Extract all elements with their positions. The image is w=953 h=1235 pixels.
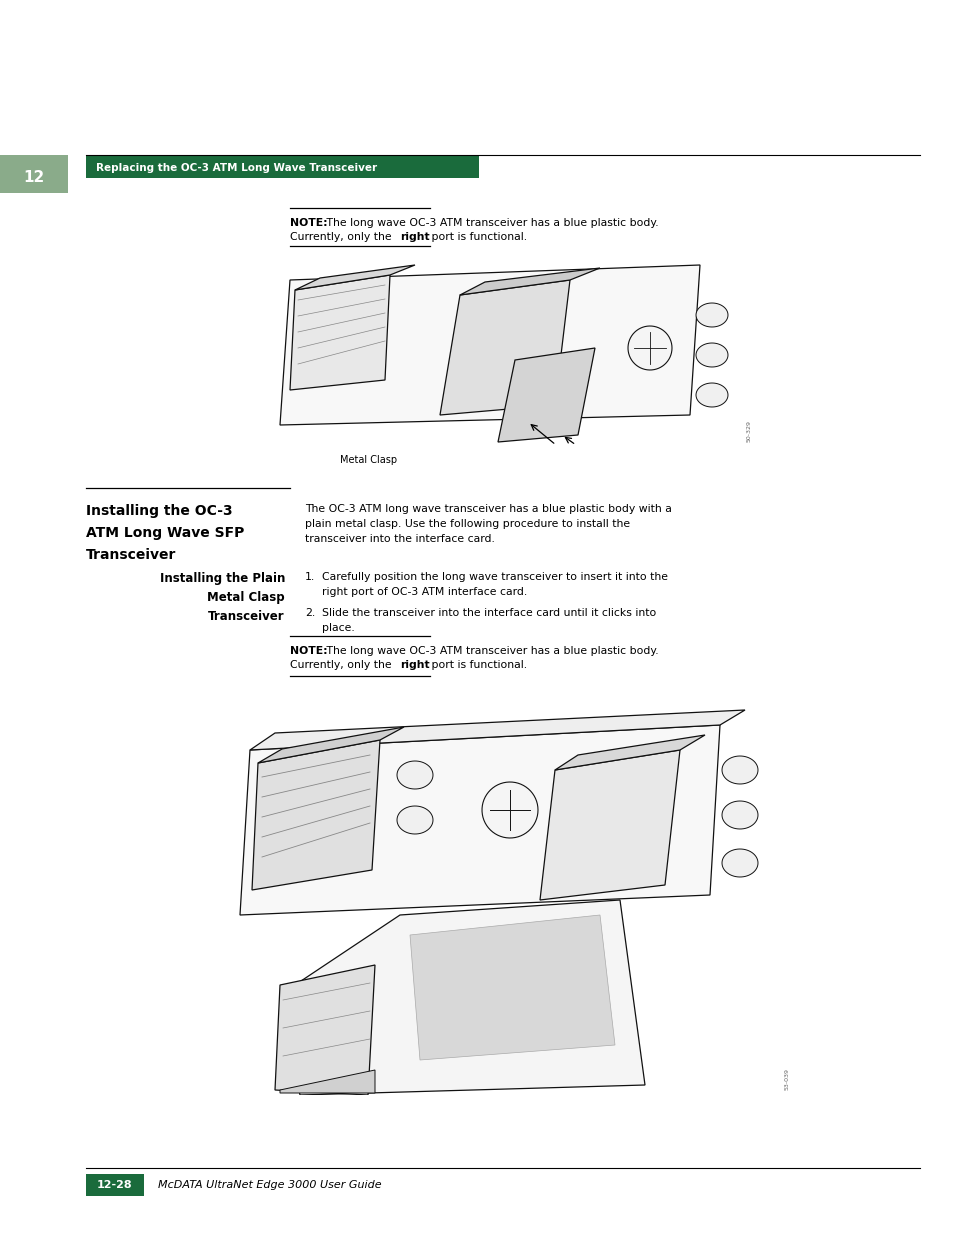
Text: place.: place. — [322, 622, 355, 634]
Text: NOTE:: NOTE: — [290, 219, 327, 228]
Text: The long wave OC-3 ATM transceiver has a blue plastic body.: The long wave OC-3 ATM transceiver has a… — [323, 646, 658, 656]
Text: right: right — [399, 232, 429, 242]
Polygon shape — [696, 383, 727, 408]
Polygon shape — [539, 750, 679, 900]
Text: right port of OC-3 ATM interface card.: right port of OC-3 ATM interface card. — [322, 587, 527, 597]
Polygon shape — [481, 782, 537, 839]
Polygon shape — [250, 710, 744, 750]
Text: Carefully position the long wave transceiver to insert it into the: Carefully position the long wave transce… — [322, 572, 667, 582]
FancyBboxPatch shape — [0, 156, 68, 193]
Polygon shape — [240, 725, 720, 915]
Text: 12-28: 12-28 — [97, 1179, 132, 1191]
Text: Metal Clasp: Metal Clasp — [339, 454, 396, 466]
Polygon shape — [257, 727, 403, 763]
Text: port is functional.: port is functional. — [428, 659, 527, 671]
Polygon shape — [280, 266, 700, 425]
Polygon shape — [252, 740, 379, 890]
Text: Slide the transceiver into the interface card until it clicks into: Slide the transceiver into the interface… — [322, 608, 656, 618]
Polygon shape — [696, 343, 727, 367]
Text: 2.: 2. — [305, 608, 314, 618]
Text: 50-329: 50-329 — [746, 420, 751, 442]
Text: 12: 12 — [24, 170, 45, 185]
Polygon shape — [721, 802, 758, 829]
Polygon shape — [721, 848, 758, 877]
Text: Metal Clasp: Metal Clasp — [207, 592, 285, 604]
Text: The OC-3 ATM long wave transceiver has a blue plastic body with a: The OC-3 ATM long wave transceiver has a… — [305, 504, 671, 514]
Text: Installing the Plain: Installing the Plain — [159, 572, 285, 585]
Text: Replacing the OC-3 ATM Long Wave Transceiver: Replacing the OC-3 ATM Long Wave Transce… — [96, 163, 376, 173]
Text: NOTE:: NOTE: — [290, 646, 327, 656]
Text: 53-039: 53-039 — [784, 1068, 789, 1091]
Polygon shape — [274, 965, 375, 1095]
Text: McDATA UltraNet Edge 3000 User Guide: McDATA UltraNet Edge 3000 User Guide — [158, 1179, 381, 1191]
Text: 1.: 1. — [305, 572, 314, 582]
Polygon shape — [280, 1070, 375, 1093]
Text: Currently, only the: Currently, only the — [290, 659, 395, 671]
Polygon shape — [410, 915, 615, 1060]
Polygon shape — [555, 735, 704, 769]
Polygon shape — [627, 326, 671, 370]
Text: Installing the OC-3: Installing the OC-3 — [86, 504, 233, 517]
Text: Currently, only the: Currently, only the — [290, 232, 395, 242]
Text: The long wave OC-3 ATM transceiver has a blue plastic body.: The long wave OC-3 ATM transceiver has a… — [323, 219, 658, 228]
Text: right: right — [399, 659, 429, 671]
Text: Transceiver: Transceiver — [208, 610, 285, 622]
Text: transceiver into the interface card.: transceiver into the interface card. — [305, 534, 495, 543]
Polygon shape — [396, 806, 433, 834]
Text: ATM Long Wave SFP: ATM Long Wave SFP — [86, 526, 244, 540]
Text: Transceiver: Transceiver — [86, 548, 176, 562]
FancyBboxPatch shape — [86, 1174, 144, 1195]
Polygon shape — [459, 268, 599, 295]
Polygon shape — [721, 756, 758, 784]
Polygon shape — [280, 900, 644, 1095]
Polygon shape — [696, 303, 727, 327]
Text: plain metal clasp. Use the following procedure to install the: plain metal clasp. Use the following pro… — [305, 519, 630, 529]
Polygon shape — [396, 761, 433, 789]
Polygon shape — [294, 266, 415, 290]
Text: port is functional.: port is functional. — [428, 232, 527, 242]
Polygon shape — [439, 280, 569, 415]
Polygon shape — [290, 275, 390, 390]
FancyBboxPatch shape — [86, 156, 478, 178]
Polygon shape — [497, 348, 595, 442]
